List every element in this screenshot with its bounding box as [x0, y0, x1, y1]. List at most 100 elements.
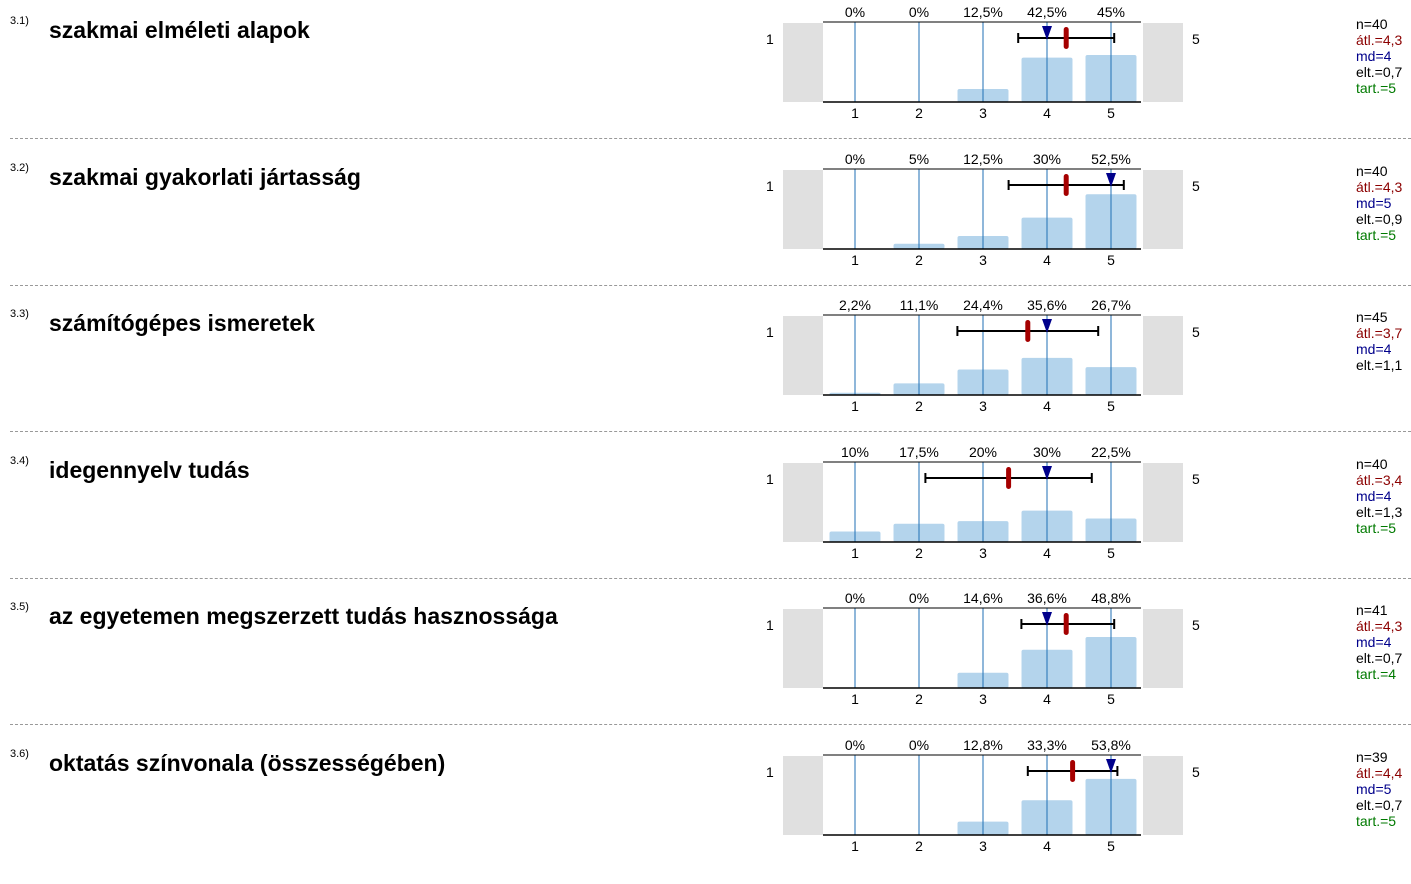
tick-label: 4: [1043, 838, 1051, 854]
tick-label: 5: [1107, 838, 1115, 854]
value-label: 52,5%: [1091, 152, 1131, 167]
tick-label: 2: [915, 691, 923, 707]
stat-mode: tart.=5: [1356, 226, 1397, 243]
value-label: 53,8%: [1091, 738, 1131, 753]
stat-mode: tart.=5: [1356, 519, 1397, 536]
scale-right-label: 5: [1192, 617, 1200, 634]
scale-left-label: 1: [766, 31, 774, 47]
value-label: 35,6%: [1027, 298, 1067, 313]
scale-left-box: [783, 756, 823, 835]
question-row: 3.2) szakmai gyakorlati jártasság 1 5 0% 5% 12…: [0, 152, 1411, 298]
stats-block: n=45 átl.=3,7 md=4 elt.=1,1: [1356, 309, 1402, 373]
scale-right-box: [1143, 609, 1183, 689]
stat-sd: elt.=0,7: [1356, 650, 1403, 667]
question-title: idegennyelv tudás: [49, 456, 250, 483]
question-title: szakmai gyakorlati jártasság: [49, 163, 361, 190]
scale-left-label: 1: [766, 617, 774, 634]
tick-label: 4: [1043, 398, 1051, 414]
stat-mean: átl.=4,3: [1356, 178, 1403, 195]
stat-sd: elt.=0,7: [1356, 797, 1403, 813]
stat-n: n=40: [1356, 16, 1388, 32]
tick-label: 3: [979, 398, 987, 414]
value-label: 42,5%: [1027, 5, 1067, 20]
scale-right-box: [1143, 169, 1183, 249]
tick-label: 4: [1043, 691, 1051, 707]
tick-label: 2: [915, 838, 923, 854]
stat-mean: átl.=4,4: [1356, 765, 1403, 781]
stats-block: n=40 átl.=3,4 md=4 elt.=1,3 tart.=5: [1356, 456, 1402, 536]
value-label: 11,1%: [900, 298, 939, 313]
scale-right-label: 5: [1192, 324, 1200, 341]
stat-sd: elt.=1,1: [1356, 357, 1403, 374]
tick-label: 5: [1107, 398, 1115, 414]
value-label: 33,3%: [1027, 738, 1067, 753]
question-row: 3.3) számítógépes ismeretek 1 5 2,2% 11,1% 24,…: [0, 298, 1411, 444]
row-divider: [10, 284, 1411, 286]
scale-left-box: [783, 23, 823, 102]
tick-label: 2: [915, 252, 923, 268]
stat-n: n=39: [1356, 749, 1388, 765]
value-label: 0%: [845, 5, 865, 20]
stat-sd: elt.=0,7: [1356, 64, 1403, 80]
question-number: 3.6): [10, 748, 29, 760]
mean-marker: [1025, 320, 1031, 343]
scale-right-label: 5: [1192, 177, 1200, 194]
scale-right-label: 5: [1192, 470, 1200, 487]
value-label: 0%: [845, 738, 865, 753]
tick-label: 3: [979, 545, 987, 561]
question-row: 3.6) oktatás színvonala (összességében) 1 5…: [0, 738, 1411, 884]
question-number: 3.2): [10, 161, 29, 174]
stat-mode: tart.=4: [1356, 666, 1397, 683]
row-divider: [10, 724, 1411, 726]
value-label: 45%: [1097, 5, 1125, 20]
scale-right-box: [1143, 756, 1183, 835]
scale-left-label: 1: [766, 177, 774, 194]
mean-marker: [1006, 466, 1012, 489]
tick-label: 4: [1043, 252, 1051, 268]
stat-median: md=5: [1356, 194, 1392, 211]
stat-mean: átl.=4,3: [1356, 32, 1403, 48]
tick-label: 5: [1107, 545, 1115, 561]
median-marker: [1106, 172, 1116, 187]
scale-right-box: [1143, 462, 1183, 542]
value-label: 26,7%: [1091, 298, 1131, 313]
question-number: 3.1): [10, 15, 29, 27]
value-label: 12,5%: [963, 5, 1003, 20]
question-title: számítógépes ismeretek: [49, 310, 315, 337]
tick-label: 3: [979, 838, 987, 854]
stat-median: md=4: [1356, 487, 1392, 504]
tick-label: 5: [1107, 105, 1115, 121]
question-number: 3.3): [10, 308, 29, 321]
tick-label: 4: [1043, 105, 1051, 121]
value-label: 0%: [909, 5, 929, 20]
tick-label: 2: [915, 545, 923, 561]
stat-median: md=4: [1356, 634, 1392, 651]
tick-label: 1: [851, 691, 859, 707]
distribution-chart: 10% 17,5% 20% 30% 22,5% 1 2 3 4 5: [783, 445, 1183, 561]
median-marker: [1042, 612, 1052, 627]
scale-left-label: 1: [766, 324, 774, 341]
distribution-chart: 2,2% 11,1% 24,4% 35,6% 26,7% 1 2 3 4 5: [783, 298, 1183, 414]
mean-marker: [1063, 613, 1069, 636]
row-divider: [10, 138, 1411, 139]
mean-marker: [1063, 27, 1069, 49]
tick-label: 2: [915, 398, 923, 414]
scale-right-box: [1143, 316, 1183, 396]
mean-marker: [1070, 760, 1076, 782]
scale-left-box: [783, 462, 823, 542]
tick-label: 1: [851, 252, 859, 268]
scale-left-label: 1: [766, 470, 774, 487]
stat-n: n=40: [1356, 162, 1388, 179]
tick-label: 3: [979, 105, 987, 121]
value-label: 0%: [909, 738, 929, 753]
value-label: 5%: [909, 152, 929, 167]
value-label: 0%: [909, 591, 929, 606]
distribution-chart: 0% 0% 12,5% 42,5% 45% 1 2 3 4 5: [783, 5, 1183, 121]
value-label: 17,5%: [899, 445, 939, 460]
stat-median: md=4: [1356, 48, 1392, 64]
stat-mean: átl.=3,7: [1356, 325, 1403, 342]
stat-median: md=4: [1356, 341, 1392, 358]
value-label: 30%: [1033, 152, 1061, 167]
question-row: 3.5) az egyetemen megszerzett tudás haszn…: [0, 591, 1411, 737]
question-number: 3.5): [10, 601, 29, 614]
